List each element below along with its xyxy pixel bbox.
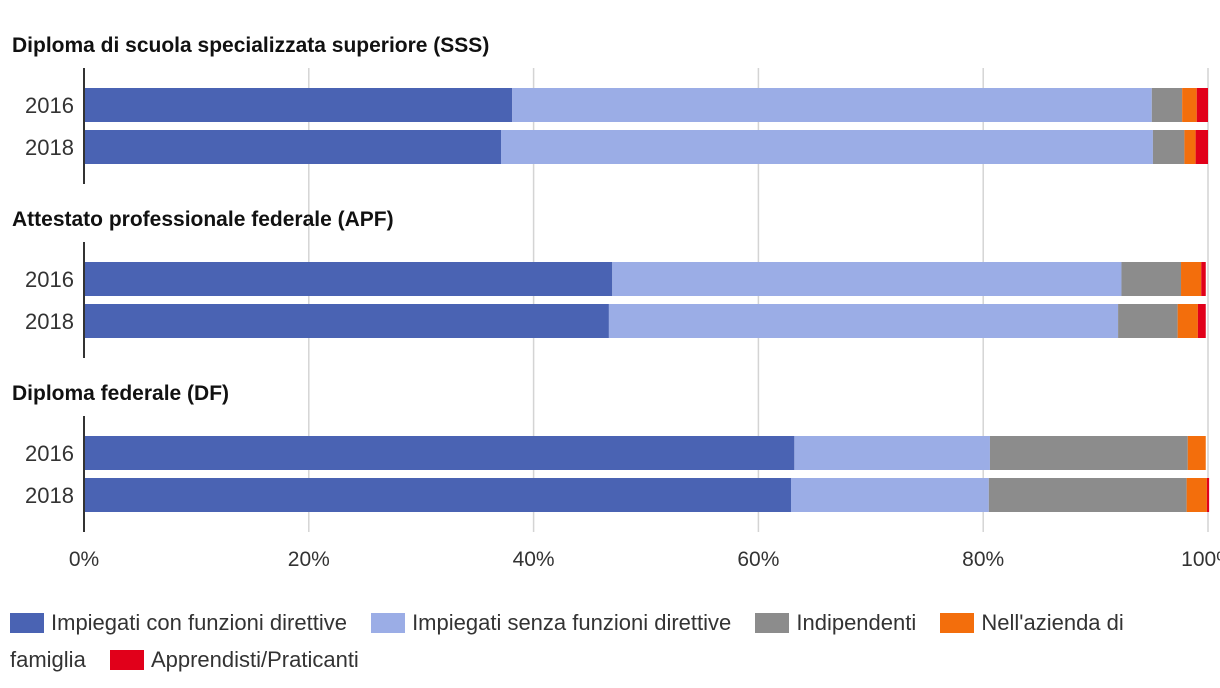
x-tick-label: 40% [513, 548, 555, 571]
bar-segment [84, 478, 791, 512]
legend-label: Impiegati con funzioni direttive [51, 610, 347, 635]
bar-segment [84, 304, 609, 338]
legend-swatch [755, 613, 790, 633]
row-label: 2016 [25, 93, 74, 118]
bar-segment [84, 436, 795, 470]
bar-segment [1151, 88, 1183, 122]
legend-label: Apprendisti/Praticanti [150, 647, 359, 672]
x-tick-label: 60% [737, 548, 779, 571]
bar-segment [1177, 304, 1198, 338]
bar-segment [1182, 88, 1197, 122]
bar-segment [1201, 262, 1206, 296]
legend-item [371, 610, 412, 635]
bar-segment [1118, 304, 1178, 338]
legend-swatch [109, 650, 144, 670]
row-label: 2016 [25, 441, 74, 466]
legend-label: Indipendenti [796, 610, 917, 635]
legend-item [940, 610, 981, 635]
bar-segment [1196, 88, 1208, 122]
stacked-bar-chart: Diploma di scuola specializzata superior… [12, 34, 1220, 571]
row-label: 2018 [25, 135, 74, 160]
bar-segment [794, 436, 990, 470]
x-tick-label: 20% [288, 548, 330, 571]
row-label: 2018 [25, 309, 74, 334]
bar-segment [512, 88, 1152, 122]
group-title: Diploma di scuola specializzata superior… [12, 34, 489, 57]
bar-segment [1121, 262, 1182, 296]
bar-segment [1206, 478, 1210, 512]
legend-swatch [371, 613, 406, 633]
legend-item [10, 610, 51, 635]
legend-swatch [10, 613, 44, 633]
bar-segment [1181, 262, 1202, 296]
legend-item [109, 647, 151, 672]
bar-segment [84, 88, 513, 122]
legend-label: Impiegati senza funzioni direttive [412, 610, 732, 635]
bar-segment [989, 436, 1188, 470]
legend-label: Nell'azienda di famiglia [10, 610, 1124, 672]
bar-segment [1152, 130, 1185, 164]
row-label: 2016 [25, 267, 74, 292]
bar-segment [790, 478, 989, 512]
bar-segment [1186, 478, 1207, 512]
bar-segment [988, 478, 1187, 512]
x-tick-label: 100% [1181, 548, 1220, 571]
bar-segment [84, 130, 502, 164]
group-title: Attestato professionale federale (APF) [12, 208, 394, 231]
bar-segment [1184, 130, 1196, 164]
bar-segment [612, 262, 1122, 296]
x-tick-label: 0% [69, 548, 99, 571]
bar-segment [501, 130, 1153, 164]
group-title: Diploma federale (DF) [12, 382, 229, 405]
legend: Impiegati con funzioni direttive Impiega… [10, 604, 1210, 678]
bar-segment [1197, 304, 1206, 338]
row-label: 2018 [25, 483, 74, 508]
legend-swatch [940, 613, 975, 633]
x-tick-label: 80% [962, 548, 1004, 571]
legend-item [755, 610, 796, 635]
bar-segment [608, 304, 1119, 338]
bar-segment [1195, 130, 1208, 164]
bar-segment [1187, 436, 1206, 470]
bar-segment [84, 262, 613, 296]
